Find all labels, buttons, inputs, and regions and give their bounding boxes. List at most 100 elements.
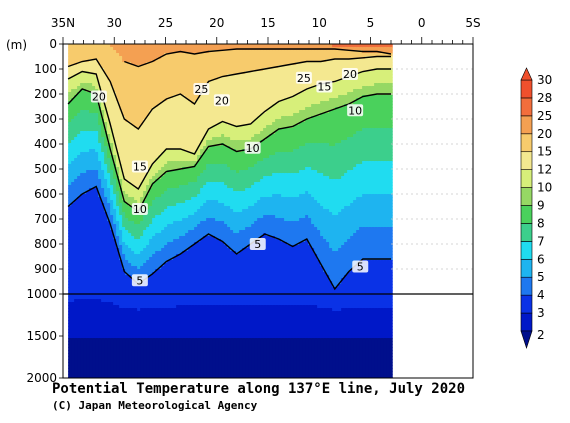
temp-cell [74,266,78,270]
temp-cell [143,305,147,309]
temp-cell [146,335,150,339]
temp-cell [80,284,84,288]
temp-cell [137,152,141,156]
temp-cell [98,44,102,48]
temp-cell [164,119,168,123]
temp-cell [152,86,156,90]
temp-cell [134,53,138,57]
temp-cell [143,257,147,261]
temp-cell [161,215,165,219]
temp-cell [86,140,90,144]
temp-cell [83,239,87,243]
temp-cell [128,155,132,159]
temp-cell [80,92,84,96]
temp-cell [101,137,105,141]
temp-cell [149,287,153,291]
temp-cell [143,374,147,378]
temp-cell [77,110,81,114]
temp-cell [143,182,147,186]
temp-cell [68,110,72,114]
temp-cell [134,323,138,327]
temp-cell [113,62,117,66]
temp-cell [110,290,114,294]
temp-cell [161,95,165,99]
temp-cell [98,230,102,234]
temp-cell [80,44,84,48]
temp-cell [71,350,75,354]
temp-cell [149,335,153,339]
temp-cell [164,125,168,129]
temp-cell [104,170,108,174]
temp-cell [149,83,153,87]
temp-cell [131,71,135,75]
temp-cell [116,299,120,303]
temp-cell [77,266,81,270]
temp-cell [137,47,141,51]
temp-cell [149,356,153,360]
temp-cell [155,353,159,357]
temp-cell [131,290,135,294]
temp-cell [152,74,156,78]
temp-cell [74,185,78,189]
temp-cell [68,302,72,306]
temp-cell [77,62,81,66]
temp-cell [74,95,78,99]
temp-cell [143,269,147,273]
temp-cell [149,254,153,258]
temp-cell [101,56,105,60]
temp-cell [86,149,90,153]
temp-cell [158,296,162,300]
temp-cell [86,50,90,54]
temp-cell [107,62,111,66]
temp-cell [155,206,159,210]
temp-cell [86,239,90,243]
temp-cell [161,167,165,171]
temp-cell [146,209,150,213]
temp-cell [131,152,135,156]
temp-cell [119,227,123,231]
temp-cell [128,326,132,330]
temp-cell [140,146,144,150]
temp-cell [113,266,117,270]
temp-cell [80,194,84,198]
temp-cell [149,236,153,240]
temp-cell [131,158,135,162]
temp-cell [164,341,168,345]
temp-cell [164,350,168,354]
temp-cell [143,56,147,60]
temp-cell [140,44,144,48]
temp-cell [98,206,102,210]
temp-cell [113,65,117,69]
temp-cell [74,182,78,186]
temp-cell [149,140,153,144]
temp-cell [86,359,90,363]
temp-cell [119,152,123,156]
temp-cell [158,164,162,168]
temp-cell [83,164,87,168]
temp-cell [152,359,156,363]
temp-cell [128,188,132,192]
temp-cell [137,173,141,177]
temp-cell [95,182,99,186]
temp-cell [152,137,156,141]
temp-cell [107,170,111,174]
temp-cell [125,176,129,180]
temp-cell [110,149,114,153]
temp-cell [134,191,138,195]
temp-cell [98,170,102,174]
temp-cell [137,224,141,228]
temp-cell [128,359,132,363]
temp-cell [77,194,81,198]
temp-cell [131,101,135,105]
temp-cell [158,86,162,90]
temp-cell [95,341,99,345]
temp-cell [152,56,156,60]
temp-cell [104,173,108,177]
temp-cell [158,326,162,330]
temp-cell [164,71,168,75]
temp-cell [83,311,87,315]
temp-cell [80,299,84,303]
temp-cell [140,143,144,147]
temp-cell [89,173,93,177]
temp-cell [80,74,84,78]
